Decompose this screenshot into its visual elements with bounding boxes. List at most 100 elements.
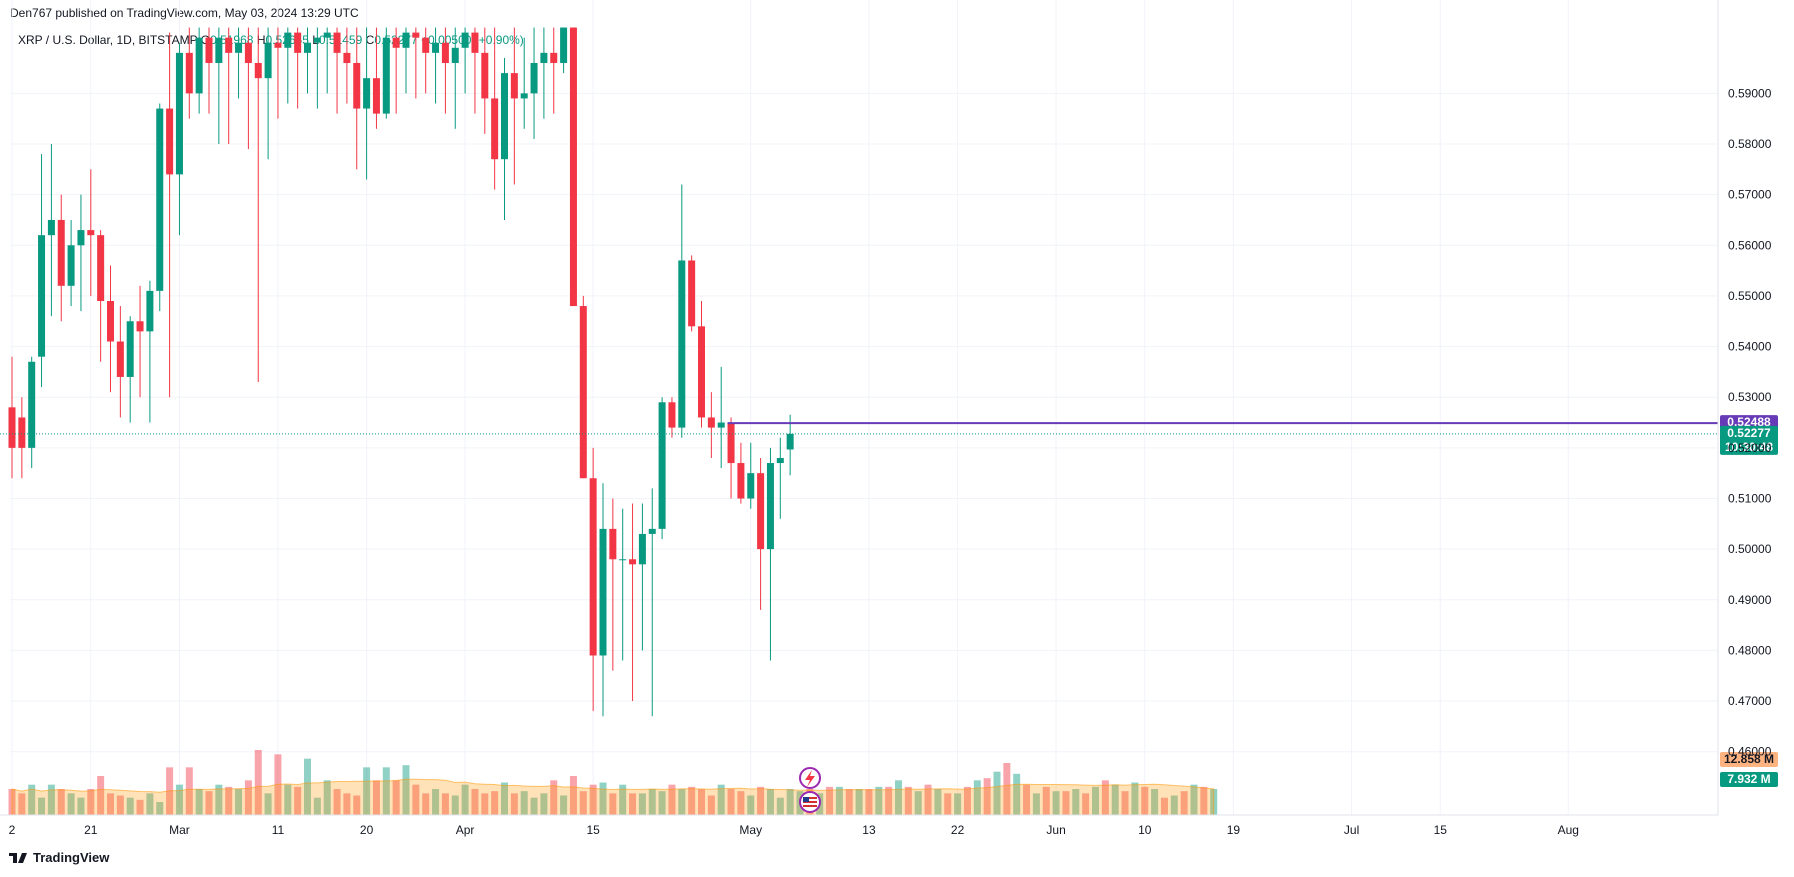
candle-body[interactable] (648, 528, 656, 534)
candle[interactable] (501, 57, 508, 220)
candle-body[interactable] (550, 52, 558, 63)
candle[interactable] (491, 27, 499, 190)
candle[interactable] (707, 392, 715, 458)
candle-body[interactable] (510, 73, 518, 99)
candle[interactable] (57, 194, 65, 322)
candle-body[interactable] (422, 37, 430, 53)
candle-body[interactable] (599, 528, 607, 656)
candle[interactable] (353, 27, 361, 170)
candle-body[interactable] (638, 533, 646, 565)
candle-body[interactable] (284, 32, 292, 48)
candle[interactable] (658, 397, 666, 540)
candle-body[interactable] (363, 78, 371, 109)
candle[interactable] (136, 285, 144, 398)
indicator-icons[interactable] (799, 767, 821, 813)
candle-body[interactable] (274, 42, 282, 48)
candle-body[interactable] (57, 219, 65, 286)
candle[interactable] (156, 103, 164, 312)
candle[interactable] (540, 27, 548, 119)
candle-body[interactable] (235, 42, 243, 53)
candle-body[interactable] (294, 32, 302, 53)
candle-body[interactable] (215, 37, 223, 63)
candle[interactable] (579, 295, 587, 479)
candle-body[interactable] (97, 235, 105, 301)
candle[interactable] (776, 437, 784, 519)
candle[interactable] (97, 230, 105, 362)
candle[interactable] (185, 27, 193, 119)
candle-body[interactable] (175, 52, 183, 175)
candle[interactable] (451, 27, 459, 129)
candle[interactable] (235, 27, 243, 99)
candle-body[interactable] (698, 326, 705, 418)
candle-body[interactable] (402, 32, 410, 48)
candle-body[interactable] (333, 32, 341, 53)
candle-body[interactable] (372, 78, 380, 114)
candle-body[interactable] (225, 37, 233, 53)
candle[interactable] (77, 194, 85, 312)
candle-body[interactable] (166, 108, 174, 175)
candles[interactable] (8, 27, 794, 717)
candle-body[interactable] (589, 478, 597, 656)
candle[interactable] (244, 27, 252, 150)
candle-body[interactable] (629, 559, 637, 565)
candle-body[interactable] (392, 37, 400, 48)
candle[interactable] (87, 169, 95, 296)
legend-symbol[interactable]: XRP / U.S. Dollar, 1D, BITSTAMP (18, 33, 198, 47)
candle-body[interactable] (38, 235, 46, 357)
candle[interactable] (786, 414, 794, 476)
candle-body[interactable] (540, 52, 548, 63)
candle[interactable] (747, 442, 755, 509)
time-axis[interactable]: 2 21 Mar 11 20 Apr 15 May 13 22 Jun 10 19 Jul 15 Aug (0, 814, 1718, 837)
candle-body[interactable] (757, 473, 765, 550)
candle-body[interactable] (747, 473, 755, 499)
candle[interactable] (481, 27, 489, 134)
candle-body[interactable] (678, 260, 686, 428)
candle[interactable] (166, 32, 174, 398)
candle-body[interactable] (28, 361, 36, 448)
candle[interactable] (382, 27, 390, 119)
candle-body[interactable] (323, 32, 331, 38)
candle[interactable] (412, 27, 420, 99)
candle[interactable] (294, 27, 302, 109)
candle[interactable] (215, 27, 223, 145)
candle[interactable] (343, 27, 351, 104)
price-axis[interactable]: 0.59000 0.58000 0.57000 0.56000 0.55000 0.540… (1717, 0, 1772, 815)
candle[interactable] (205, 27, 213, 114)
candle-body[interactable] (244, 42, 252, 63)
candle-body[interactable] (205, 37, 213, 63)
candle-body[interactable] (432, 42, 440, 53)
candle-body[interactable] (481, 52, 489, 99)
candle[interactable] (126, 316, 134, 423)
candle[interactable] (560, 27, 568, 74)
candle-body[interactable] (451, 47, 459, 63)
candle-body[interactable] (18, 417, 26, 448)
candle[interactable] (589, 447, 597, 712)
candle-body[interactable] (116, 341, 124, 377)
candle[interactable] (510, 27, 518, 185)
candle-body[interactable] (77, 230, 85, 246)
candle-body[interactable] (107, 300, 114, 342)
candle-body[interactable] (776, 457, 784, 464)
candle-body[interactable] (67, 245, 75, 286)
candle[interactable] (264, 27, 272, 160)
candle-body[interactable] (313, 37, 321, 43)
candle-body[interactable] (717, 422, 725, 428)
candle[interactable] (402, 27, 410, 94)
candle-body[interactable] (727, 422, 735, 464)
candle[interactable] (333, 27, 341, 114)
candle-body[interactable] (560, 27, 568, 63)
candle[interactable] (47, 144, 55, 317)
candle[interactable] (116, 306, 124, 418)
candle[interactable] (638, 503, 646, 651)
candle-body[interactable] (343, 52, 351, 63)
candle[interactable] (619, 508, 627, 661)
candle[interactable] (422, 27, 430, 94)
candle-body[interactable] (8, 407, 16, 448)
candle-body[interactable] (520, 93, 528, 99)
candle-body[interactable] (471, 32, 479, 53)
candle[interactable] (284, 27, 292, 104)
candle-body[interactable] (491, 98, 499, 160)
candle[interactable] (146, 280, 154, 423)
candle[interactable] (629, 503, 637, 702)
candle-body[interactable] (185, 52, 193, 94)
